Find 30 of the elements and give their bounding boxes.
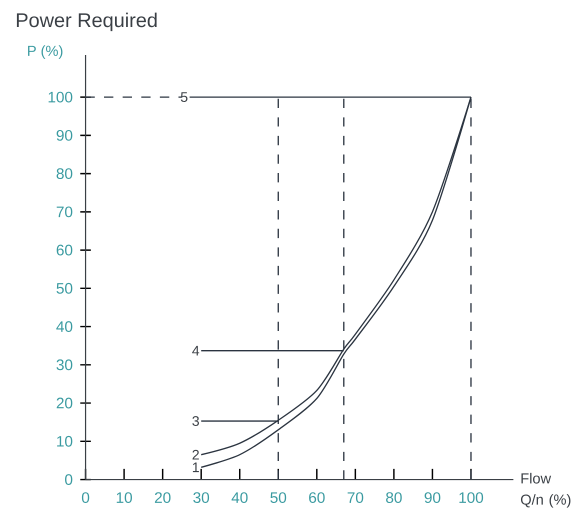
x-tick-label: 0: [82, 492, 90, 503]
y-tick-label: 90: [56, 130, 72, 141]
series-label: 5: [180, 92, 188, 102]
x-axis-title: Flow Q/n (%): [520, 472, 570, 508]
series-label: 1: [192, 462, 199, 472]
series-label: 2: [192, 450, 199, 460]
y-tick-label: 20: [56, 397, 72, 408]
y-axis-title: P (%): [28, 45, 62, 59]
y-tick-label: 10: [57, 436, 72, 447]
x-tick-label: 100: [459, 492, 484, 503]
x-tick-label: 50: [270, 492, 286, 503]
x-tick-label: 40: [232, 492, 248, 503]
x-tick-label: 90: [424, 492, 440, 503]
x-tick-label: 20: [154, 492, 171, 503]
chart-title: Power Required: [16, 12, 157, 31]
y-tick-label: 100: [48, 92, 72, 102]
x-tick-label: 80: [386, 492, 402, 503]
x-tick-label: 60: [309, 492, 325, 503]
x-tick-label: 10: [116, 492, 132, 503]
y-tick-label: 30: [56, 359, 72, 370]
x-tick-label: 30: [193, 492, 210, 503]
series-label: 3: [192, 416, 199, 426]
series-label: 4: [192, 346, 200, 356]
y-tick-label: 40: [56, 320, 72, 332]
y-tick-label: 70: [56, 206, 72, 218]
y-tick-label: 60: [56, 244, 72, 256]
y-tick-label: 0: [65, 474, 72, 485]
y-tick-label: 50: [56, 282, 72, 294]
x-tick-label: 70: [348, 492, 364, 503]
y-tick-label: 80: [56, 168, 72, 179]
